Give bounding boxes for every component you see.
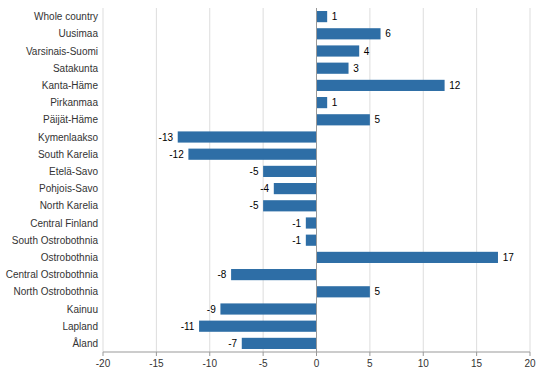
bar: [317, 97, 328, 108]
bar: [317, 45, 360, 56]
x-tick: [209, 352, 210, 356]
category-label: North Ostrobothnia: [14, 286, 99, 297]
x-tick: [263, 352, 264, 356]
data-label: -4: [260, 183, 269, 194]
data-label: 6: [385, 28, 391, 39]
data-label: -7: [228, 338, 237, 349]
bar: [220, 303, 316, 314]
category-label: Central Ostrobothnia: [6, 269, 99, 280]
category-label: Pohjois-Savo: [39, 183, 98, 194]
x-tick: [103, 352, 104, 356]
data-label: 5: [375, 114, 381, 125]
bar: [274, 183, 317, 194]
data-label: -8: [218, 269, 227, 280]
category-label: Päijät-Häme: [43, 114, 98, 125]
zero-line: [316, 8, 317, 352]
category-label: Åland: [72, 337, 98, 349]
bar: [178, 131, 317, 142]
bar: [231, 269, 316, 280]
x-tick: [316, 352, 317, 356]
x-tick-label: -10: [203, 358, 218, 369]
category-label: Kymenlaakso: [38, 132, 98, 143]
data-label: 12: [449, 80, 461, 91]
bar: [306, 217, 317, 228]
bar: [317, 252, 498, 263]
chart: Whole country Uusimaa Varsinais-Suomi Satak…: [0, 0, 546, 376]
grid: [103, 8, 530, 352]
grid-line: [423, 8, 424, 352]
x-tick: [423, 352, 424, 356]
category-label: South Karelia: [38, 149, 98, 160]
bar: [317, 114, 370, 125]
x-tick-label: 0: [314, 358, 320, 369]
bar: [317, 80, 445, 91]
category-label: Whole country: [34, 11, 98, 22]
category-label: North Karelia: [40, 200, 99, 211]
grid-line: [476, 8, 477, 352]
category-label: Etelä-Savo: [49, 166, 98, 177]
x-tick-label: -15: [149, 358, 164, 369]
category-label: Ostrobothnia: [41, 252, 99, 263]
data-label: -11: [181, 321, 195, 332]
bar: [306, 235, 317, 246]
grid-line: [209, 8, 210, 352]
category-label: Varsinais-Suomi: [26, 46, 98, 57]
category-label: Satakunta: [53, 63, 98, 74]
chart-container: Whole country Uusimaa Varsinais-Suomi Satak…: [0, 0, 546, 376]
bar: [188, 149, 316, 160]
bar: [317, 63, 349, 74]
data-label: -12: [169, 149, 184, 160]
bar: [199, 321, 316, 332]
data-label: 5: [375, 286, 381, 297]
grid-line: [530, 8, 531, 352]
category-label: Central Finland: [30, 218, 98, 229]
data-label: 3: [353, 63, 359, 74]
x-tick-label: 5: [367, 358, 373, 369]
data-label: 1: [332, 11, 338, 22]
y-axis-labels: Whole country Uusimaa Varsinais-Suomi Satak…: [6, 11, 99, 349]
x-tick: [156, 352, 157, 356]
grid-line: [369, 8, 370, 352]
x-tick-label: 10: [418, 358, 430, 369]
x-tick-label: 20: [524, 358, 536, 369]
bars: [178, 11, 498, 349]
x-tick: [369, 352, 370, 356]
x-axis: -20 -15 -10 -5 0 5 10 15 20: [96, 352, 536, 369]
category-label: Pirkanmaa: [50, 97, 98, 108]
x-tick-label: -5: [259, 358, 268, 369]
bar: [263, 166, 316, 177]
data-label: -9: [207, 304, 216, 315]
data-label: 1: [332, 97, 338, 108]
bar: [242, 338, 317, 349]
grid-line: [156, 8, 157, 352]
data-label: -1: [292, 218, 301, 229]
x-tick-label: 15: [471, 358, 483, 369]
data-label: 17: [503, 252, 515, 263]
bar: [317, 11, 328, 22]
category-label: Lapland: [62, 321, 98, 332]
category-label: South Ostrobothnia: [12, 235, 99, 246]
grid-line: [103, 8, 104, 352]
x-tick: [530, 352, 531, 356]
data-label: -13: [159, 132, 174, 143]
x-tick-label: -20: [96, 358, 111, 369]
data-labels: 1 6 43 12 1 5 -13 -12 -5-4-5 -1 -1 17 -8 5 -9 -11 -7: [159, 11, 515, 349]
bar: [317, 286, 370, 297]
data-label: -5: [250, 166, 259, 177]
category-label: Kainuu: [67, 304, 98, 315]
grid-line: [263, 8, 264, 352]
data-label: -5: [250, 200, 259, 211]
grid-line: [316, 8, 317, 352]
category-label: Kanta-Häme: [42, 80, 99, 91]
data-label: -1: [292, 235, 301, 246]
data-label: 4: [364, 46, 370, 57]
bar: [317, 28, 381, 39]
category-label: Uusimaa: [59, 28, 99, 39]
x-tick: [476, 352, 477, 356]
bar: [263, 200, 316, 211]
